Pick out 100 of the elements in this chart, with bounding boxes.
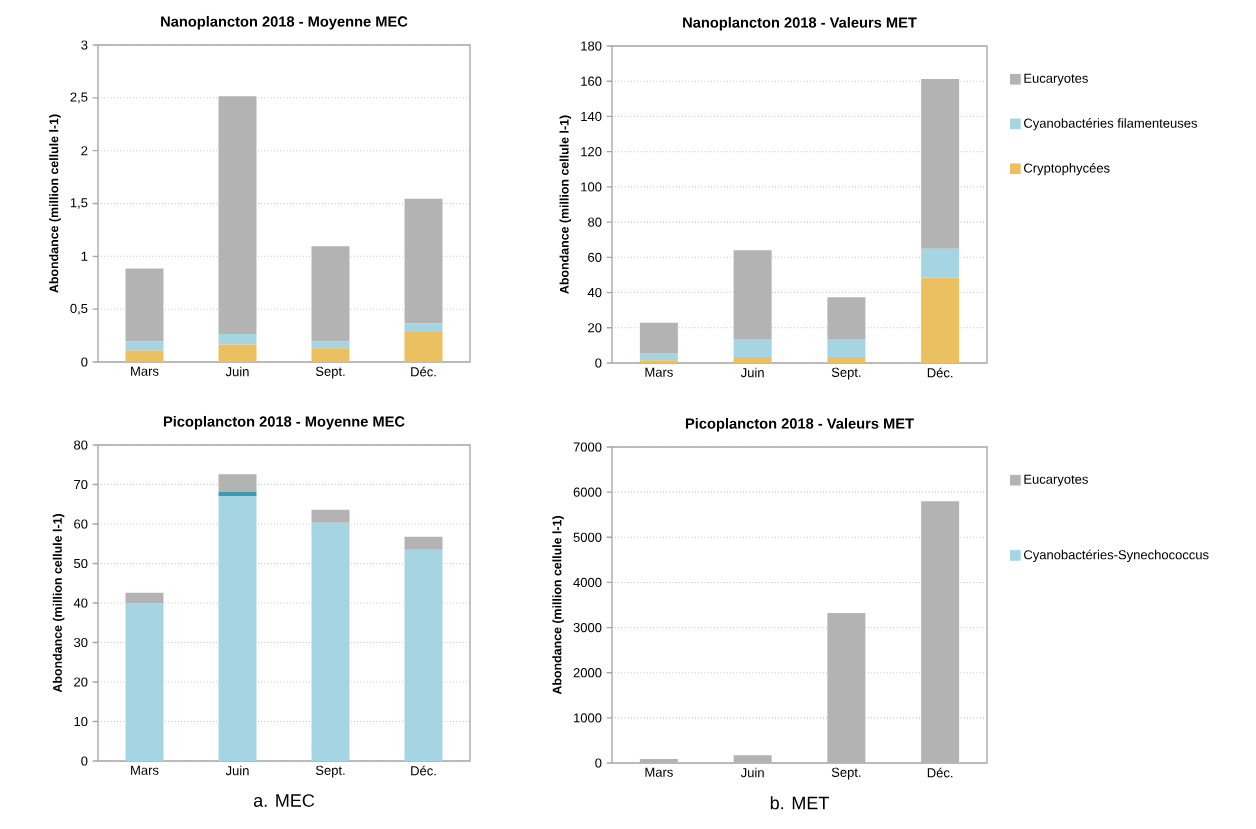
y-tick-label: 80 <box>74 440 88 450</box>
legend-label: Cryptophycées <box>1024 162 1110 176</box>
chart-title: Nanoplancton 2018 - Valeurs MET <box>683 16 917 31</box>
bar <box>639 360 678 363</box>
x-tick-label: Sept. <box>831 767 861 780</box>
legend-label: Eucaryotes <box>1024 474 1088 487</box>
bar <box>404 331 443 362</box>
y-tick-label: 0,5 <box>70 303 88 315</box>
x-tick-label: Juin <box>740 767 764 778</box>
bar <box>827 612 866 763</box>
bar <box>639 352 678 361</box>
bar <box>921 277 960 363</box>
legend-label: Cyanobactéries filamenteuses <box>1024 118 1198 131</box>
y-tick-label: 10 <box>74 716 88 727</box>
y-tick-label: 1 <box>81 251 88 261</box>
bar <box>311 341 350 349</box>
y-tick-label: 2,5 <box>70 92 88 104</box>
bar <box>921 501 960 763</box>
y-tick-label: 160 <box>581 76 602 86</box>
x-tick-label: Mars <box>131 765 159 775</box>
y-axis-title: Abondance (million cellule l-1) <box>49 114 61 293</box>
y-tick-label: 0 <box>81 357 88 367</box>
bar <box>125 268 164 342</box>
y-tick-label: 20 <box>588 323 602 333</box>
bar <box>311 246 350 342</box>
bar <box>733 357 772 363</box>
bar <box>218 96 257 334</box>
bar <box>311 522 350 761</box>
y-tick-label: 120 <box>581 147 602 157</box>
bar <box>827 357 866 363</box>
bar <box>639 759 678 763</box>
x-tick-label: Sept. <box>315 366 345 379</box>
x-tick-label: Juin <box>740 367 764 378</box>
y-tick-label: 60 <box>74 519 88 529</box>
bar <box>921 248 960 278</box>
bar <box>827 297 866 340</box>
bar <box>218 474 257 492</box>
x-tick-label: Juin <box>225 765 249 776</box>
y-tick-label: 40 <box>73 598 88 608</box>
bar <box>125 350 164 362</box>
text: a. MEC <box>253 794 315 807</box>
y-tick-label: 40 <box>587 287 602 298</box>
bar <box>733 339 772 358</box>
bar <box>639 322 678 353</box>
chart-title: Picoplancton 2018 - Valeurs MET <box>685 417 914 432</box>
y-tick-label: 50 <box>74 558 88 569</box>
legend-label: Eucaryotes <box>1024 73 1088 86</box>
bar <box>218 344 257 362</box>
y-tick-label: 140 <box>581 111 602 122</box>
y-tick-label: 0 <box>595 758 602 768</box>
y-axis-title: Abondance (million cellule l-1) <box>52 514 65 693</box>
y-tick-label: 5000 <box>573 532 602 542</box>
x-tick-label: Juin <box>225 366 249 377</box>
y-axis-title: Abondance (million cellule l-1) <box>559 115 572 294</box>
y-tick-label: 30 <box>74 637 88 648</box>
y-tick-label: 180 <box>581 41 602 51</box>
bar <box>827 339 866 358</box>
y-tick-label: 3 <box>81 40 88 50</box>
chart-title: Nanoplancton 2018 - Moyenne MEC <box>161 15 408 30</box>
y-tick-label: 1000 <box>574 713 602 723</box>
bar <box>125 341 164 351</box>
bar <box>311 348 350 362</box>
y-tick-label: 7000 <box>573 442 602 452</box>
bar <box>218 334 257 345</box>
text: b. MET <box>770 796 829 810</box>
y-tick-label: 100 <box>581 182 602 192</box>
bar <box>733 755 772 763</box>
y-tick-label: 1,5 <box>70 198 88 209</box>
bar <box>404 323 443 332</box>
y-tick-label: 20 <box>74 677 88 687</box>
bar <box>404 549 443 761</box>
y-tick-label: 60 <box>588 252 602 262</box>
y-tick-label: 80 <box>588 217 602 227</box>
bar <box>404 536 443 550</box>
y-tick-label: 3000 <box>573 622 602 633</box>
y-tick-label: 70 <box>74 479 88 490</box>
y-tick-label: 0 <box>595 358 602 368</box>
y-tick-label: 4000 <box>573 577 602 588</box>
bar <box>404 198 443 324</box>
x-tick-label: Mars <box>645 367 673 377</box>
x-tick-label: Mars <box>645 767 673 777</box>
bar <box>218 492 257 496</box>
y-axis-title: Abondance (million cellule l-1) <box>552 516 564 695</box>
bar <box>125 592 164 604</box>
bar <box>921 78 960 249</box>
bar <box>733 250 772 340</box>
chart-title: Picoplancton 2018 - Moyenne MEC <box>163 415 405 430</box>
bar <box>311 509 350 523</box>
x-tick-label: Déc. <box>411 765 436 776</box>
y-tick-label: 2000 <box>573 668 602 678</box>
y-tick-label: 0 <box>81 756 88 766</box>
x-tick-label: Déc. <box>927 367 953 378</box>
legend-label: Cyanobactéries-Synechococcus <box>1024 549 1209 562</box>
x-tick-label: Déc. <box>411 366 436 377</box>
x-tick-label: Sept. <box>315 765 345 778</box>
x-tick-label: Déc. <box>927 767 953 778</box>
y-tick-label: 6000 <box>573 487 602 497</box>
bar <box>218 495 257 761</box>
x-tick-label: Sept. <box>831 367 861 380</box>
y-tick-label: 2 <box>81 146 88 156</box>
